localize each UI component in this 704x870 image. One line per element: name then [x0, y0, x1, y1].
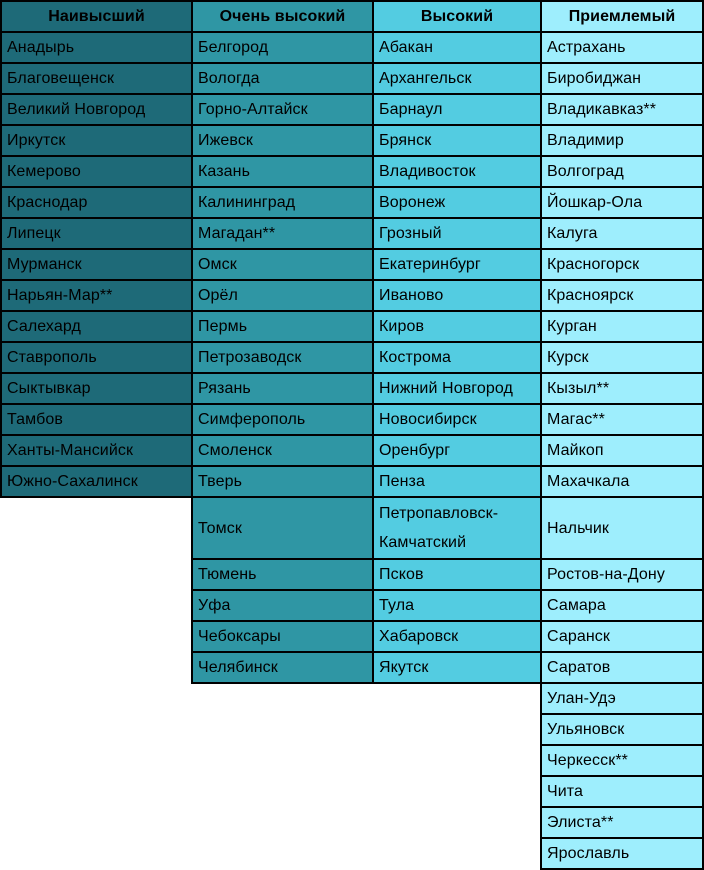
city-cell: Пенза: [374, 467, 542, 498]
city-cell: Тула: [374, 591, 542, 622]
city-cell: Черкесск**: [542, 746, 704, 777]
city-cell: Липецк: [2, 219, 193, 250]
city-cell: Орёл: [193, 281, 374, 312]
city-cell: Элиста**: [542, 808, 704, 839]
city-cell: Красноярск: [542, 281, 704, 312]
city-cell: Уфа: [193, 591, 374, 622]
city-cell: Тамбов: [2, 405, 193, 436]
city-cell: Оренбург: [374, 436, 542, 467]
city-cell: Псков: [374, 560, 542, 591]
city-cell: Петропавловск-Камчатский: [374, 498, 542, 560]
city-cell: Иркутск: [2, 126, 193, 157]
column-header: Наивысший: [2, 2, 193, 33]
city-cell: Екатеринбург: [374, 250, 542, 281]
city-cell: Иваново: [374, 281, 542, 312]
city-cell: Сыктывкар: [2, 374, 193, 405]
city-cell: Ростов-на-Дону: [542, 560, 704, 591]
rating-column-highest: Наивысший Анадырь Благовещенск Великий Новг…: [0, 0, 193, 498]
city-cell: Кемерово: [2, 157, 193, 188]
city-cell: Биробиджан: [542, 64, 704, 95]
city-cell: Владимир: [542, 126, 704, 157]
city-cell: Рязань: [193, 374, 374, 405]
rating-column-high: Высокий Абакан Архангельск Барнаул Брянск Вла…: [372, 0, 542, 684]
city-cell: Смоленск: [193, 436, 374, 467]
city-cell: Воронеж: [374, 188, 542, 219]
city-cell: Магадан**: [193, 219, 374, 250]
city-cell: Кострома: [374, 343, 542, 374]
city-cell: Саранск: [542, 622, 704, 653]
city-cell: Улан-Удэ: [542, 684, 704, 715]
city-cell: Челябинск: [193, 653, 374, 684]
city-cell: Красногорск: [542, 250, 704, 281]
city-cell: Омск: [193, 250, 374, 281]
city-cell: Новосибирск: [374, 405, 542, 436]
city-cell: Пермь: [193, 312, 374, 343]
city-cell: Чебоксары: [193, 622, 374, 653]
rating-column-very-high: Очень высокий Белгород Вологда Горно-Алтайс…: [191, 0, 374, 684]
city-cell: Салехард: [2, 312, 193, 343]
city-cell: Магас**: [542, 405, 704, 436]
city-cell: Краснодар: [2, 188, 193, 219]
rating-column-acceptable: Приемлемый Астрахань Биробиджан Владикавказ…: [540, 0, 704, 870]
city-cell: Мурманск: [2, 250, 193, 281]
city-cell: Южно-Сахалинск: [2, 467, 193, 498]
city-cell: Майкоп: [542, 436, 704, 467]
city-cell: Киров: [374, 312, 542, 343]
city-cell: Калининград: [193, 188, 374, 219]
city-cell: Ульяновск: [542, 715, 704, 746]
city-cell: Курган: [542, 312, 704, 343]
city-cell: Чита: [542, 777, 704, 808]
city-cell: Горно-Алтайск: [193, 95, 374, 126]
column-header: Высокий: [374, 2, 542, 33]
city-cell: Хабаровск: [374, 622, 542, 653]
city-cell: Архангельск: [374, 64, 542, 95]
city-cell: Благовещенск: [2, 64, 193, 95]
city-cell: Владивосток: [374, 157, 542, 188]
city-cell: Калуга: [542, 219, 704, 250]
city-cell: Томск: [193, 498, 374, 560]
city-cell: Волгоград: [542, 157, 704, 188]
city-cell: Белгород: [193, 33, 374, 64]
city-cell: Тверь: [193, 467, 374, 498]
city-cell: Якутск: [374, 653, 542, 684]
city-cell: Барнаул: [374, 95, 542, 126]
city-cell: Саратов: [542, 653, 704, 684]
city-cell: Казань: [193, 157, 374, 188]
city-cell: Брянск: [374, 126, 542, 157]
city-cell: Самара: [542, 591, 704, 622]
city-cell: Абакан: [374, 33, 542, 64]
city-cell: Тюмень: [193, 560, 374, 591]
city-cell: Нальчик: [542, 498, 704, 560]
city-cell: Кызыл**: [542, 374, 704, 405]
city-cell: Йошкар-Ола: [542, 188, 704, 219]
column-header: Очень высокий: [193, 2, 374, 33]
city-cell: Петрозаводск: [193, 343, 374, 374]
city-cell: Владикавказ**: [542, 95, 704, 126]
column-header: Приемлемый: [542, 2, 704, 33]
city-cell: Махачкала: [542, 467, 704, 498]
city-cell: Нижний Новгород: [374, 374, 542, 405]
city-cell: Анадырь: [2, 33, 193, 64]
city-cell: Курск: [542, 343, 704, 374]
city-cell: Великий Новгород: [2, 95, 193, 126]
city-cell: Грозный: [374, 219, 542, 250]
city-cell: Астрахань: [542, 33, 704, 64]
city-cell: Ижевск: [193, 126, 374, 157]
city-cell: Вологда: [193, 64, 374, 95]
city-cell: Ярославль: [542, 839, 704, 870]
city-cell: Ханты-Мансийск: [2, 436, 193, 467]
city-cell: Ставрополь: [2, 343, 193, 374]
city-cell: Симферополь: [193, 405, 374, 436]
city-cell: Нарьян-Мар**: [2, 281, 193, 312]
